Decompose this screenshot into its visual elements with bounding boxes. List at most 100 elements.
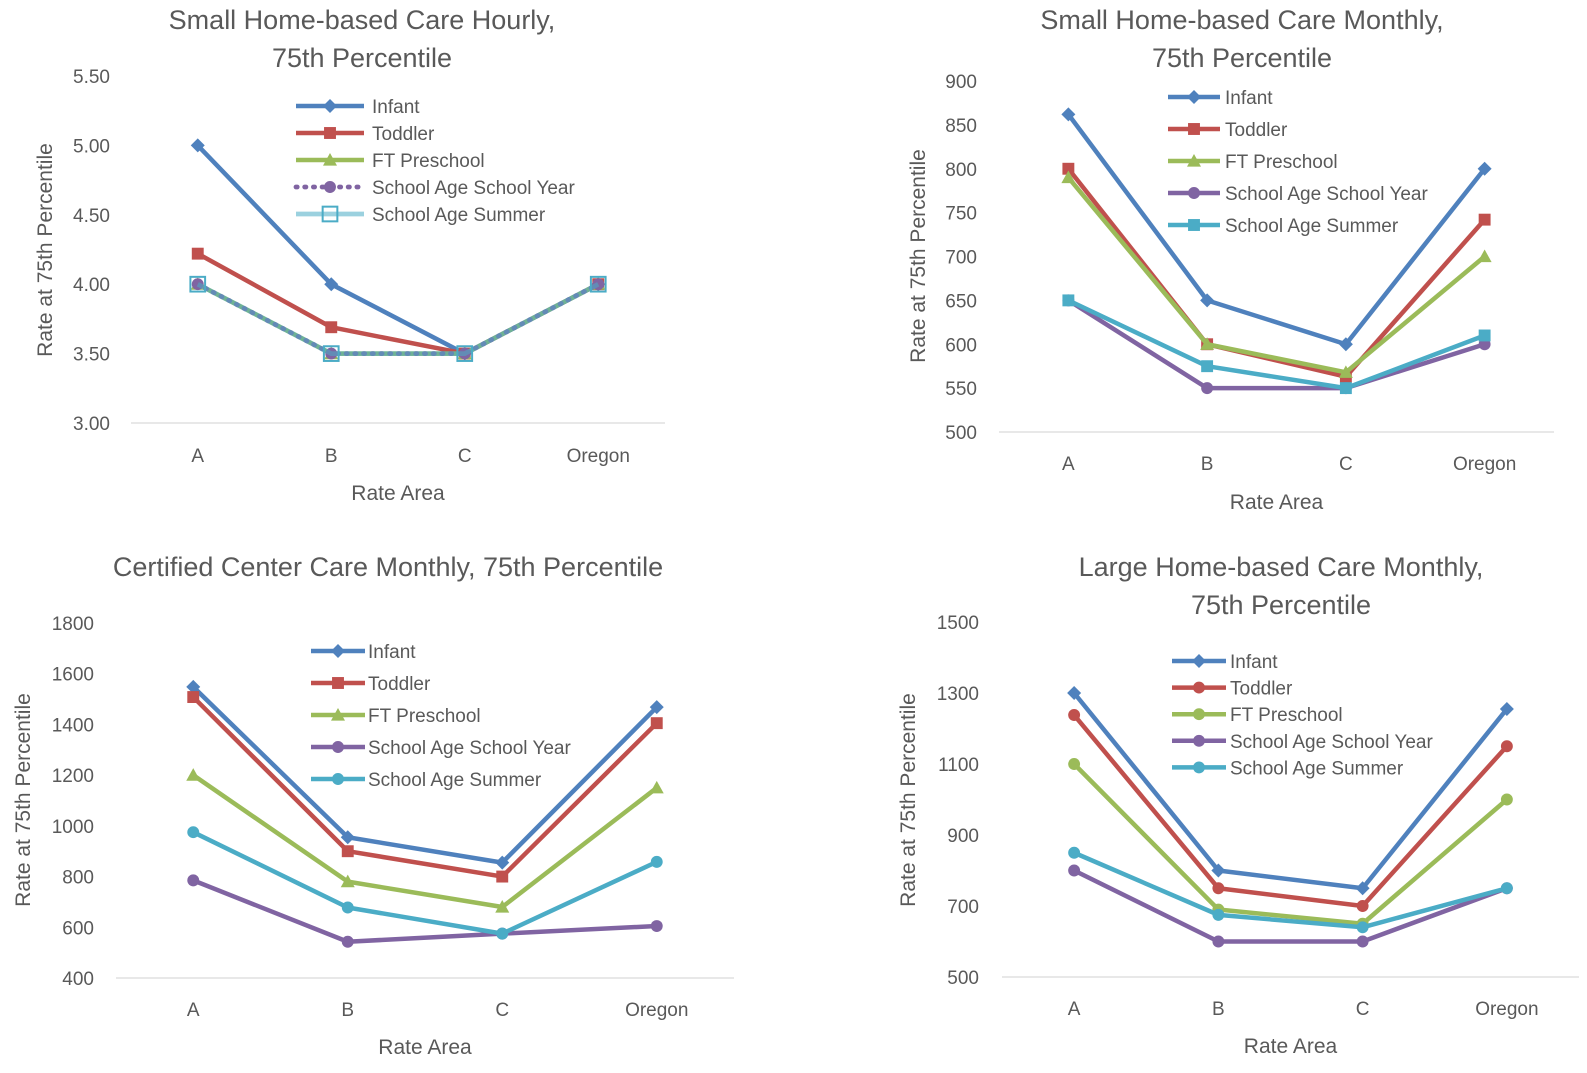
y-tick-label: 600 [945, 335, 977, 356]
data-point-school-age-summer [1500, 882, 1513, 895]
data-point-school-age-summer [650, 855, 663, 868]
legend-label-school-age-school-year: School Age School Year [1230, 732, 1434, 753]
series-line-school-age-school-year [192, 878, 657, 944]
chart-title-line-1: Certified Center Care Monthly, 75th Perc… [113, 552, 663, 582]
y-axis-title: Rate at 75th Percentile [907, 149, 930, 363]
y-tick-label: 900 [947, 826, 979, 847]
legend-marker-school-age-summer [1193, 761, 1205, 774]
series-school-age-school-year [187, 874, 663, 948]
legend-marker-infant [323, 99, 337, 113]
x-tick-label: B [1201, 454, 1214, 475]
y-tick-label: 5.00 [73, 136, 110, 157]
series-line-infant [1072, 691, 1509, 891]
data-point-school-age-school-year [1356, 935, 1369, 948]
chart-title-line-1: Small Home-based Care Hourly, [169, 5, 556, 35]
series-school-age-summer [187, 826, 663, 940]
legend-marker-school-age-summer [332, 773, 344, 785]
y-tick-label: 3.50 [73, 345, 110, 366]
chart-title-line-1: Large Home-based Care Monthly, [1079, 552, 1484, 582]
series-school-age-summer [1062, 294, 1491, 395]
chart-panel-4: Large Home-based Care Monthly, 75th Perce… [897, 552, 1579, 1058]
data-point-school-age-school-year [187, 874, 200, 887]
legend-marker-toddler [1193, 681, 1205, 694]
data-point-school-age-summer [341, 901, 354, 914]
legend-label-ft-preschool: FT Preschool [372, 151, 485, 172]
legend-label-ft-preschool: FT Preschool [1225, 152, 1338, 173]
legend-marker-ft-preschool [1187, 154, 1201, 167]
legend-marker-school-age-school-year [332, 741, 344, 753]
series-line-infant [1066, 112, 1487, 347]
data-point-school-age-school-year [650, 920, 663, 932]
chart-panel-2: Small Home-based Care Monthly, 75th Perce… [907, 5, 1554, 514]
data-point-school-age-summer [1062, 294, 1075, 307]
legend-marker-ft-preschool [323, 153, 337, 166]
data-point-school-age-summer [1356, 921, 1369, 934]
x-axis-title: Rate Area [378, 1036, 472, 1059]
y-tick-label: 1200 [52, 766, 94, 787]
y-tick-label: 500 [945, 423, 977, 444]
legend-label-school-age-summer: School Age Summer [368, 770, 542, 791]
legend-marker-school-age-summer [321, 205, 339, 223]
y-tick-label: 400 [62, 969, 94, 990]
x-tick-label: Oregon [1453, 454, 1516, 475]
data-point-ft-preschool [1477, 249, 1492, 263]
legend-marker-school-age-school-year [1188, 187, 1200, 199]
data-point-school-age-summer [496, 927, 509, 940]
data-point-toddler [1068, 709, 1081, 721]
x-tick-label: Oregon [625, 1000, 688, 1021]
x-tick-label: A [1068, 999, 1081, 1020]
data-point-ft-preschool [649, 780, 664, 794]
x-tick-label: A [187, 1000, 200, 1021]
series-school-age-summer [189, 275, 607, 362]
data-point-school-age-school-year [1068, 864, 1081, 877]
data-point-infant [1355, 881, 1370, 896]
x-tick-label: A [191, 446, 204, 467]
data-point-ft-preschool [340, 874, 355, 888]
x-tick-label: Oregon [1475, 999, 1538, 1020]
series-infant [1067, 686, 1514, 896]
legend-label-toddler: Toddler [1230, 679, 1293, 700]
y-tick-label: 550 [945, 379, 977, 400]
y-tick-label: 650 [945, 291, 977, 312]
legend-label-toddler: Toddler [368, 674, 431, 695]
data-point-toddler [1212, 882, 1225, 895]
legend-label-infant: Infant [372, 97, 420, 118]
legend-marker-infant [1187, 90, 1201, 104]
y-tick-label: 800 [945, 160, 977, 181]
series-line-infant [191, 685, 659, 865]
legend-marker-ft-preschool [1193, 708, 1205, 721]
legend-label-ft-preschool: FT Preschool [1230, 705, 1343, 726]
legend-marker-infant [1192, 654, 1206, 668]
y-tick-label: 5.50 [73, 67, 110, 88]
data-point-toddler [1478, 213, 1491, 226]
legend: Infant Toddler FT Preschool School Age Scho… [311, 642, 572, 791]
legend-label-school-age-summer: School Age Summer [372, 205, 546, 226]
legend-marker-infant [331, 644, 345, 658]
data-point-school-age-summer [1339, 382, 1352, 395]
data-point-infant [324, 277, 339, 292]
data-point-toddler [187, 691, 200, 703]
x-tick-label: C [458, 446, 472, 467]
x-tick-label: C [1339, 454, 1353, 475]
y-axis-title: Rate at 75th Percentile [897, 693, 920, 907]
series-line-ft-preschool [1066, 176, 1487, 375]
series-line-school-age-summer [1067, 298, 1486, 391]
series-infant [1061, 107, 1492, 352]
x-axis-title: Rate Area [1230, 491, 1324, 514]
series-line-toddler [196, 251, 600, 356]
legend: Infant Toddler FT Preschool School Age Scho… [293, 97, 576, 226]
legend-marker-school-age-school-year [324, 181, 336, 193]
data-point-school-age-summer [322, 345, 340, 362]
data-point-toddler [1062, 162, 1075, 175]
series-line-ft-preschool [191, 773, 659, 910]
legend-label-toddler: Toddler [372, 124, 435, 145]
data-point-school-age-school-year [341, 935, 354, 948]
data-point-infant [1338, 337, 1353, 352]
data-point-school-age-school-year [1212, 935, 1225, 948]
data-point-toddler [341, 845, 354, 858]
y-tick-label: 600 [62, 918, 94, 939]
y-tick-label: 700 [945, 248, 977, 269]
data-point-infant [1200, 293, 1215, 308]
data-point-infant [190, 138, 205, 153]
data-point-infant [186, 679, 201, 694]
